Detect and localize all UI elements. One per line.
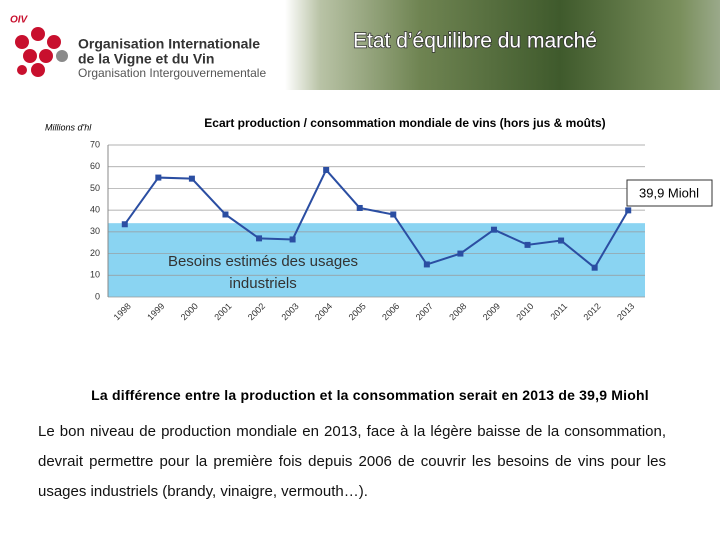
data-point [591,264,598,271]
x-tick-label: 2007 [414,301,435,322]
x-tick-label: 1999 [145,301,166,322]
data-point [256,235,263,242]
data-point [188,175,195,182]
header-banner [0,0,720,90]
data-point [524,241,531,248]
y-tick-label: 40 [90,205,100,215]
data-point [356,204,363,211]
data-point [457,250,464,257]
industrial-band [108,223,645,297]
x-tick-label: 2006 [380,301,401,322]
y-tick-label: 0 [95,291,100,301]
data-point [390,211,397,218]
band-label: industriels [229,275,297,292]
y-tick-label: 50 [90,183,100,193]
data-line [123,168,630,270]
x-tick-label: 2009 [481,301,502,322]
x-tick-label: 1998 [112,301,133,322]
y-tick-label: 30 [90,226,100,236]
org-type: Organisation Intergouvernementale [78,66,266,80]
headline: La différence entre la production et la … [91,387,649,403]
data-point [121,221,128,228]
data-point [625,207,632,214]
data-point [423,261,430,268]
x-tick-label: 2010 [514,301,535,322]
x-tick-label: 2002 [246,301,267,322]
org-name: Organisation Internationale [78,36,260,52]
x-tick-label: 2008 [447,301,468,322]
x-tick-label: 2012 [582,301,603,322]
x-tick-label: 2005 [347,301,368,322]
y-tick-label: 60 [90,161,100,171]
chart-title: Ecart production / consommation mondiale… [204,116,605,130]
y-tick-label: 20 [90,248,100,258]
callout-box [626,179,713,207]
data-point [323,166,330,173]
slide-title: Etat d’équilibre du marché [353,30,597,53]
data-point [558,237,565,244]
x-tick-label: 2001 [212,301,233,322]
x-tick-label: 2011 [548,301,569,322]
y-axis-label: Millions d'hl [45,122,92,132]
x-tick-label: 2000 [179,301,200,322]
org-name: de la Vigne et du Vin [78,51,214,67]
data-point [222,211,229,218]
x-tick-label: 2004 [313,301,334,322]
x-tick-label: 2003 [279,301,300,322]
logo-mark: OIV [10,15,29,26]
data-point [155,174,162,181]
data-point [289,236,296,243]
y-tick-label: 10 [90,270,100,280]
y-tick-label: 70 [90,139,100,149]
x-tick-label: 2013 [615,301,636,322]
band-label: Besoins estimés des usages [168,253,358,270]
paragraph: Le bon niveau de production mondiale en … [38,423,666,500]
logo [15,27,68,77]
callout-text: 39,9 Miohl [639,185,699,200]
callout: 39,9 Miohl [626,179,713,207]
data-point [490,226,497,233]
